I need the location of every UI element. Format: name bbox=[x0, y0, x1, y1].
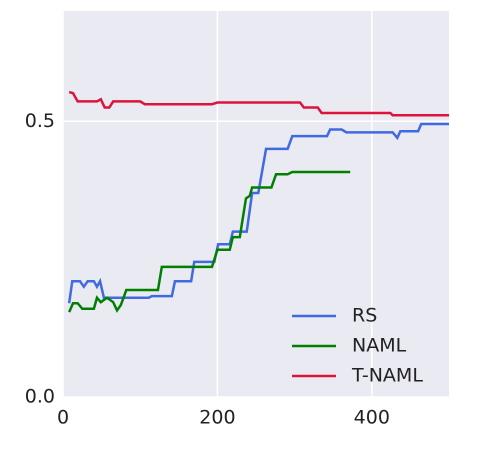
legend-label: NAML bbox=[352, 335, 407, 357]
y-tick-label: 0.5 bbox=[25, 110, 55, 132]
plot-area bbox=[63, 11, 449, 397]
series-line bbox=[68, 170, 351, 313]
series-line bbox=[68, 90, 449, 117]
x-tick-label: 0 bbox=[57, 407, 69, 429]
x-tick-label: 200 bbox=[199, 407, 235, 429]
x-tick-label: 400 bbox=[354, 407, 390, 429]
y-tick-label: 0.0 bbox=[25, 386, 55, 408]
legend-label: RS bbox=[352, 305, 377, 327]
series-line bbox=[67, 122, 449, 304]
legend-label: T-NAML bbox=[351, 365, 423, 387]
